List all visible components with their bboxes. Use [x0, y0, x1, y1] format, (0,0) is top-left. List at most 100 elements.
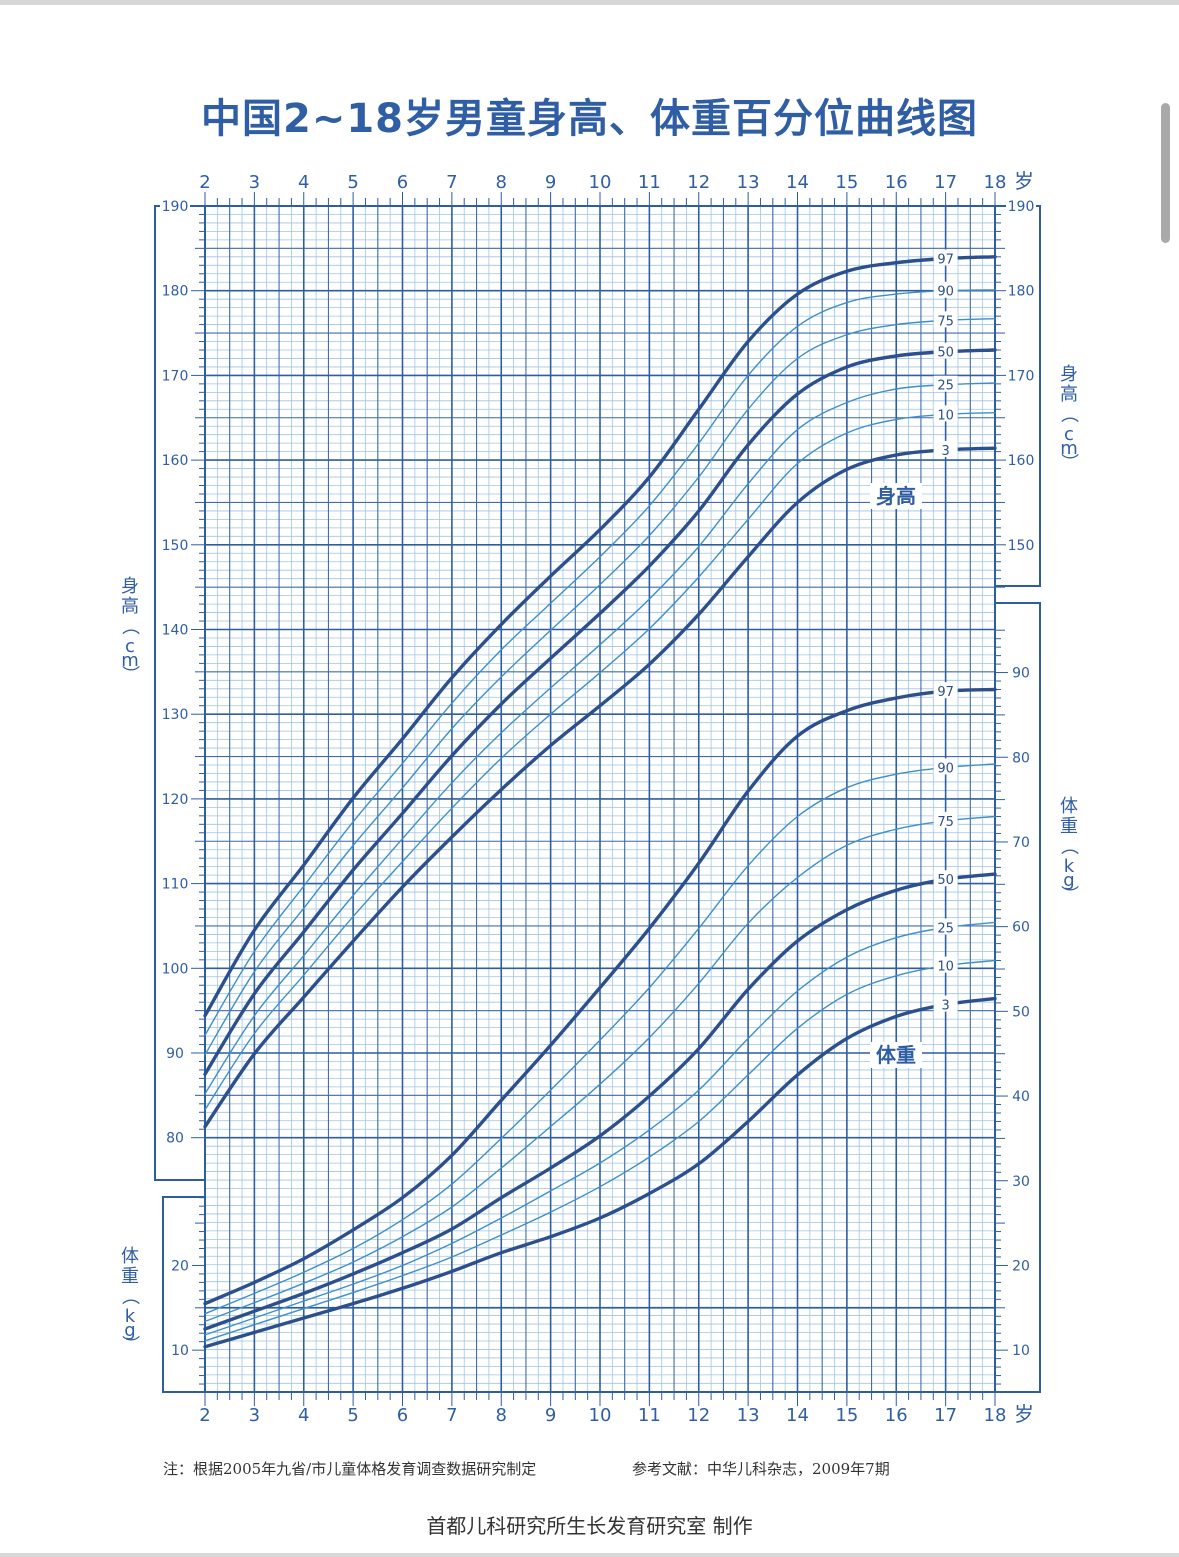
- x-tick-label-bottom: 11: [638, 1405, 661, 1426]
- percentile-curve-10: [204, 959, 996, 1342]
- height-tick-left: 110: [162, 877, 189, 893]
- height-tick-right: 180: [1008, 284, 1035, 300]
- weight-tick-right: 90: [1012, 666, 1030, 682]
- x-tick-label-top: 10: [589, 172, 612, 193]
- percentile-label-50: 50: [937, 873, 954, 888]
- percentile-label-3: 3: [941, 444, 949, 459]
- tick-label-bg: [160, 790, 190, 805]
- percentile-label-bg: [933, 682, 958, 699]
- weight-group-label: 体重: [876, 1043, 916, 1067]
- height-curves: 97 90 75 50 25 10 3: [203, 249, 997, 1129]
- percentile-label-97: 97: [937, 685, 954, 700]
- tick-label-bg: [1008, 1257, 1034, 1272]
- chart-title: 中国2~18岁男童身高、体重百分位曲线图: [200, 96, 978, 142]
- footnote: 注：根据2005年九省/市儿童体格发育调查数据研究制定: [163, 1460, 537, 1478]
- height-tick-left: 180: [162, 284, 189, 300]
- axis-title-char: k: [1064, 856, 1075, 877]
- x-tick-label-bottom: 6: [397, 1405, 408, 1426]
- x-tick-label-top: 14: [786, 172, 809, 193]
- axis-title-char: 高: [121, 596, 139, 617]
- tick-label-bg: [160, 367, 190, 382]
- percentile-label-bg: [933, 342, 958, 359]
- tick-label-bg: [168, 1257, 192, 1272]
- height-axis-title-left: 身高（cm）: [119, 576, 140, 683]
- x-tick-label-bottom: 9: [545, 1405, 556, 1426]
- percentile-label-50: 50: [937, 346, 954, 361]
- x-unit-bottom: 岁: [1014, 1402, 1034, 1426]
- weight-tick-right: 60: [1012, 920, 1030, 936]
- x-tick-label-bottom: 2: [199, 1405, 210, 1426]
- axis-title-char: g: [124, 1320, 135, 1341]
- axis-title-char: 重: [121, 1266, 139, 1287]
- height-tick-left: 80: [166, 1131, 184, 1147]
- percentile-label-25: 25: [937, 921, 954, 936]
- weight-tick-right: 20: [1012, 1258, 1030, 1274]
- percentile-label-bg: [933, 870, 958, 887]
- percentile-label-bg: [933, 375, 958, 392]
- weight-tick-right: 40: [1012, 1089, 1030, 1105]
- axis-title-char: k: [125, 1306, 136, 1327]
- bottom-border: [0, 1553, 1179, 1557]
- axis-title-char: 身: [121, 576, 139, 597]
- scrollbar-thumb[interactable]: [1161, 103, 1170, 243]
- percentile-label-25: 25: [937, 379, 954, 394]
- axis-title-char: 高: [1060, 384, 1078, 405]
- percentile-curve-3: [203, 446, 997, 1129]
- axis-title-char: ）: [119, 1335, 140, 1353]
- tick-label-bg: [1008, 749, 1034, 764]
- height-tick-left: 90: [166, 1046, 184, 1062]
- percentile-curve-75: [204, 318, 996, 1056]
- percentile-label-bg: [933, 249, 958, 266]
- x-tick-label-top: 16: [885, 172, 908, 193]
- x-unit-top: 岁: [1014, 169, 1034, 193]
- percentile-label-90: 90: [937, 285, 954, 300]
- percentile-label-bg: [933, 995, 958, 1012]
- percentile-curve-90: [204, 763, 996, 1315]
- x-tick-label-bottom: 16: [885, 1405, 908, 1426]
- weight-axis-title-left: 体重（kg）: [119, 1246, 140, 1353]
- weight-tick-right: 50: [1012, 1004, 1030, 1020]
- x-tick-label-bottom: 8: [496, 1405, 507, 1426]
- tick-label-bg: [1008, 833, 1034, 848]
- axis-ticks: [191, 192, 1009, 1406]
- right-height-frame: [995, 205, 1041, 587]
- x-tick-label-top: 2: [199, 172, 210, 193]
- height-tick-left: 160: [162, 453, 189, 469]
- tick-label-bg: [1008, 1172, 1034, 1187]
- percentile-curve-50: [203, 872, 997, 1331]
- axis-title-char: g: [1063, 870, 1074, 891]
- height-tick-left: 150: [162, 538, 189, 554]
- tick-label-bg: [1006, 198, 1036, 212]
- tick-label-bg: [1008, 1003, 1034, 1018]
- axis-title-char: ）: [119, 665, 140, 683]
- height-tick-right: 190: [1008, 199, 1035, 215]
- axis-title-char: （: [119, 1287, 140, 1305]
- x-tick-label-top: 6: [397, 172, 408, 193]
- x-tick-label-bottom: 7: [446, 1405, 457, 1426]
- percentile-curve-10: [204, 412, 996, 1111]
- tick-label-bg: [1008, 664, 1034, 679]
- tick-label-bg: [1006, 367, 1036, 382]
- left-weight-frame: [162, 1196, 205, 1393]
- x-tick-label-top: 4: [298, 172, 309, 193]
- axis-title-char: c: [1064, 424, 1074, 445]
- tick-label-bg: [1008, 1088, 1034, 1103]
- percentile-label-bg: [933, 440, 958, 457]
- axis-title-char: ）: [1058, 885, 1079, 903]
- axis-title-char: 重: [1060, 816, 1078, 837]
- height-tick-right: 160: [1008, 453, 1035, 469]
- axis-title-char: （: [119, 617, 140, 635]
- percentile-label-75: 75: [937, 314, 954, 329]
- tick-label-bg: [160, 536, 190, 551]
- reference: 参考文献：中华儿科杂志，2009年7期: [632, 1460, 890, 1478]
- x-tick-label-top: 15: [835, 172, 858, 193]
- x-tick-label-top: 8: [496, 172, 507, 193]
- axis-title-char: （: [1058, 837, 1079, 855]
- percentile-label-90: 90: [937, 761, 954, 776]
- axis-title-char: ）: [1058, 453, 1079, 471]
- axis-title-char: 身: [1060, 364, 1078, 385]
- axis-title-char: c: [125, 636, 135, 657]
- x-tick-label-top: 17: [934, 172, 957, 193]
- height-tick-left: 120: [162, 792, 189, 808]
- percentile-label-bg: [933, 311, 958, 328]
